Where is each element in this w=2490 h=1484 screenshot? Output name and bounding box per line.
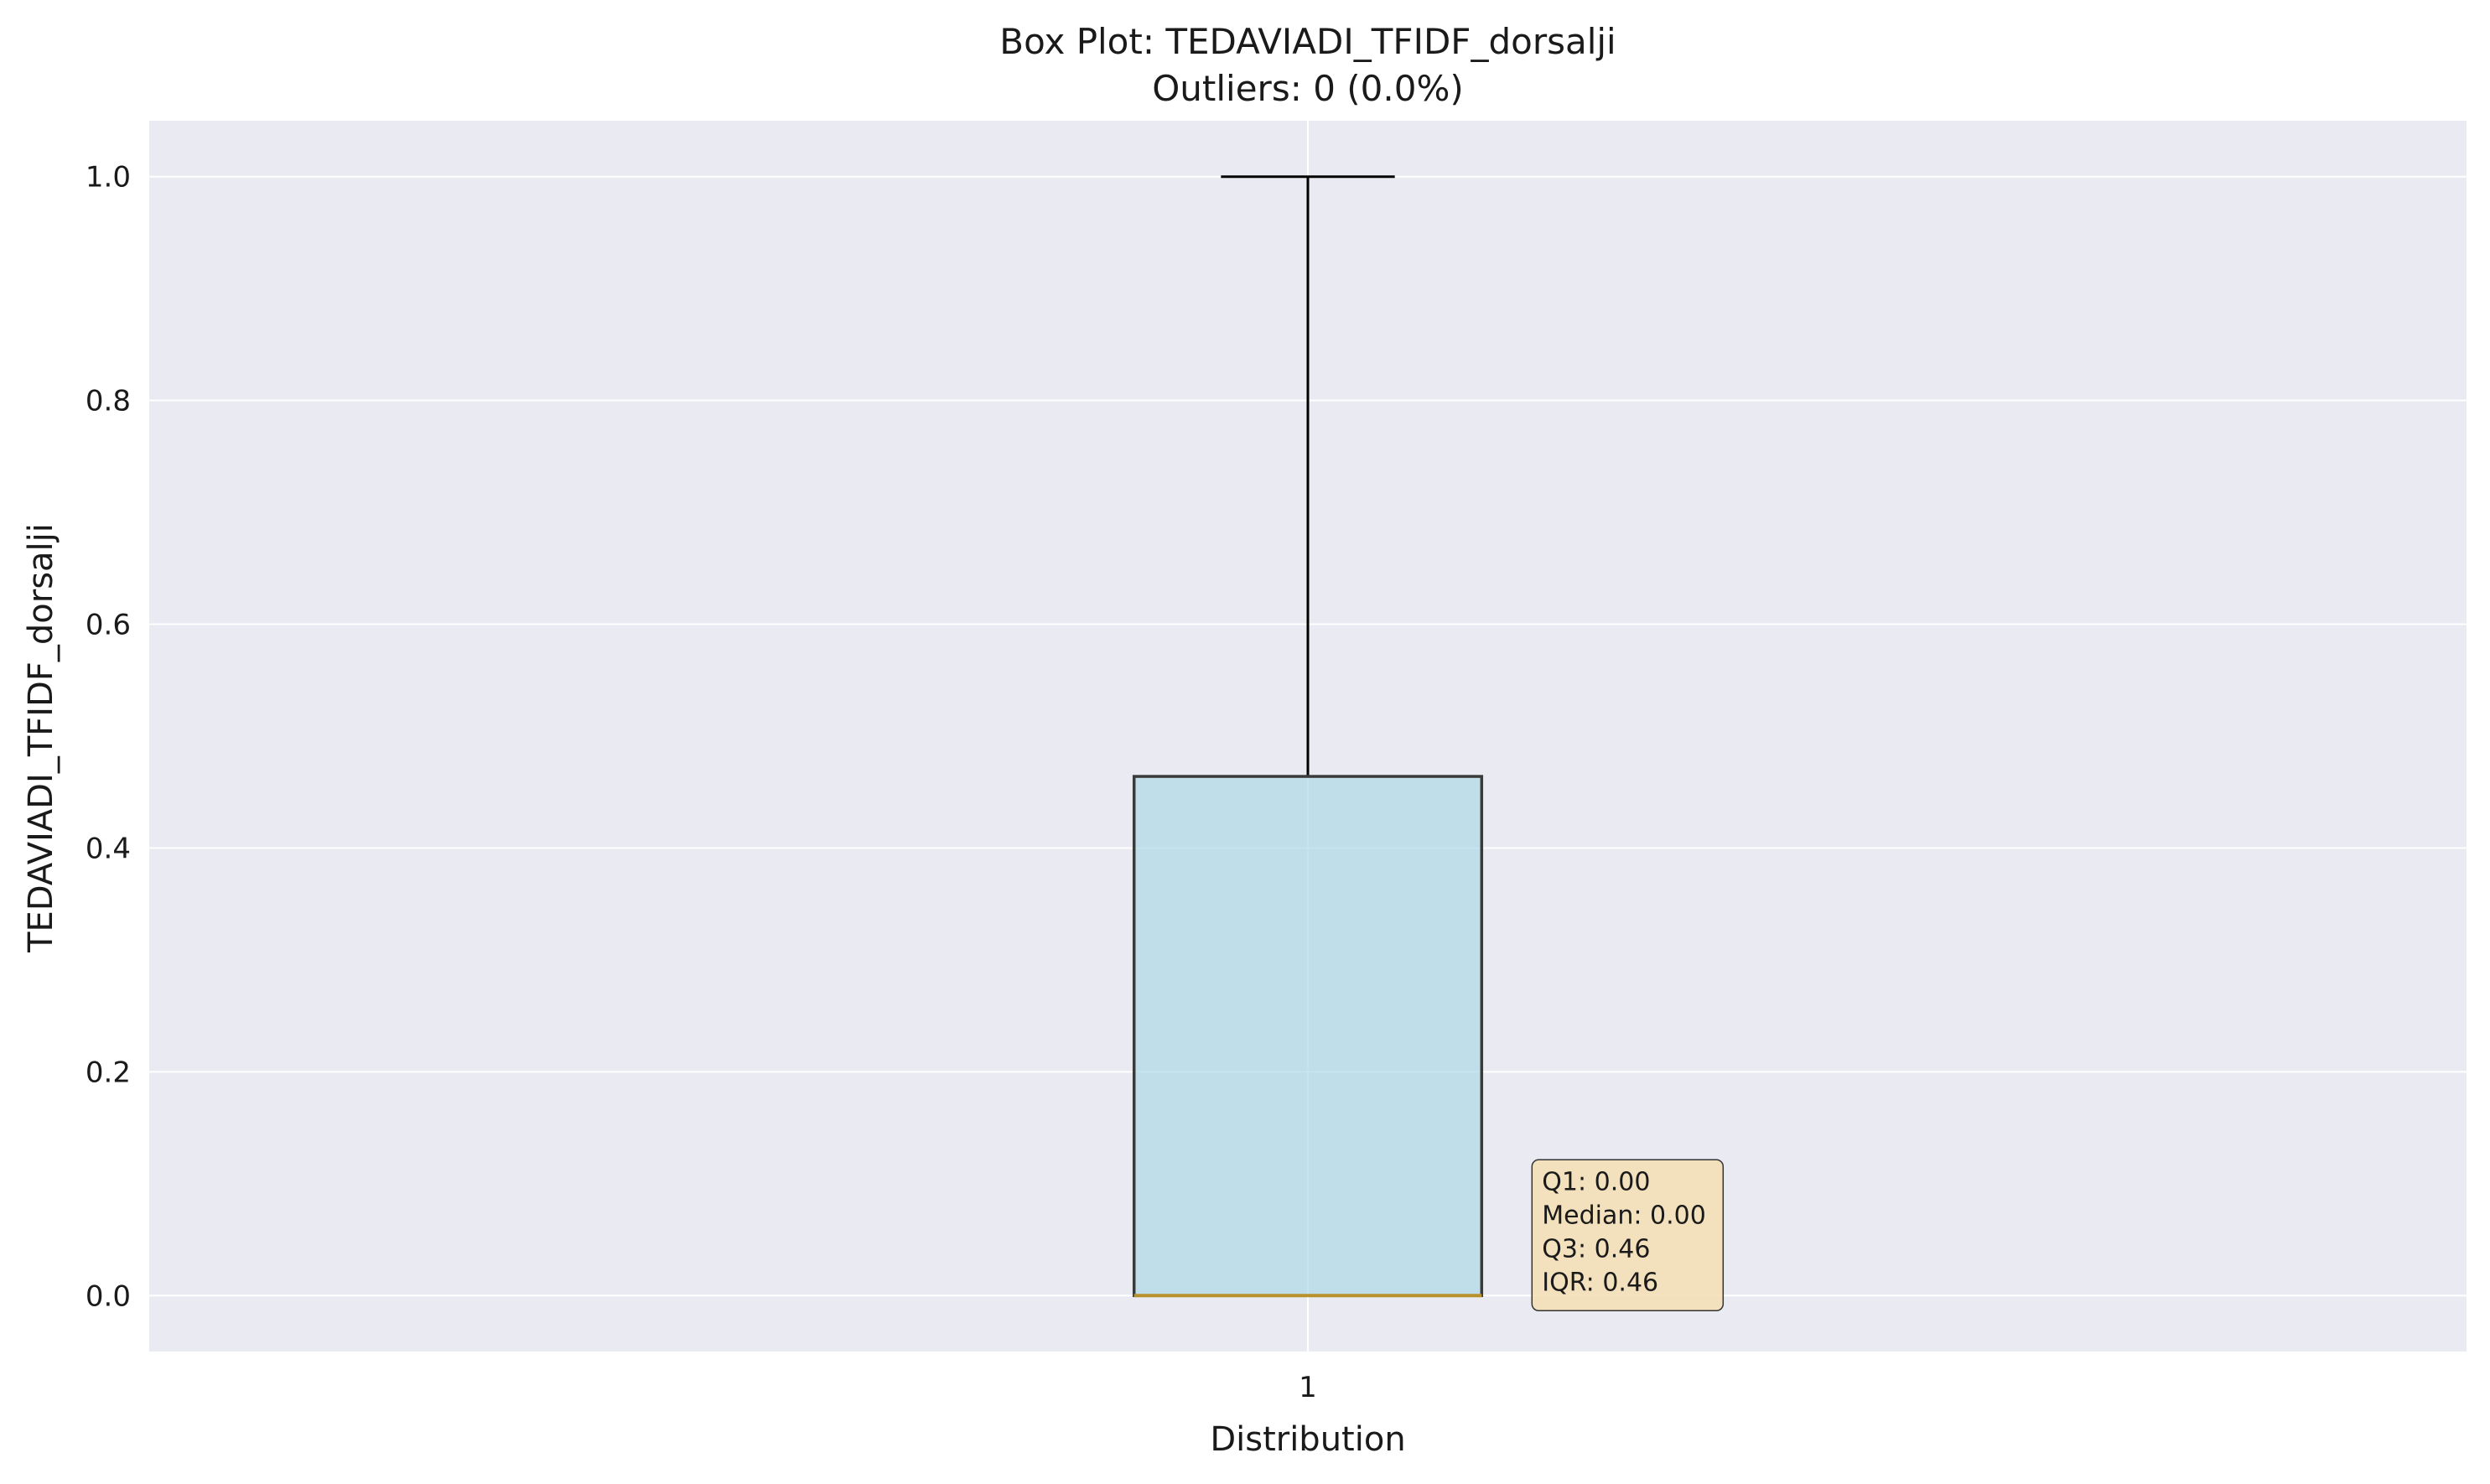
- stats-box: [1531, 1159, 1725, 1312]
- y-tick-label: 0.4: [86, 832, 131, 865]
- y-axis-label: TEDAVIADI_TFIDF_dorsalji: [22, 523, 60, 953]
- stats-q1: Q1: 0.00: [1542, 1167, 1650, 1196]
- y-ticks: 0.0 0.2 0.4 0.6 0.8 1.0: [86, 161, 131, 1314]
- stats-median: Median: 0.00: [1542, 1201, 1706, 1230]
- x-tick-label: 1: [1299, 1371, 1317, 1404]
- stats-q3: Q3: 0.46: [1542, 1234, 1650, 1263]
- boxes: [1132, 175, 1484, 1298]
- y-tick-label: 0.2: [86, 1056, 131, 1089]
- y-tick-label: 0.0: [86, 1279, 131, 1313]
- y-tick-label: 1.0: [86, 161, 131, 195]
- y-tick-label: 0.8: [86, 385, 131, 418]
- y-tick-label: 0.6: [86, 609, 131, 642]
- x-axis-label: Distribution: [1210, 1420, 1405, 1459]
- chart-subtitle: Outliers: 0 (0.0%): [1152, 68, 1464, 109]
- stats-iqr: IQR: 0.46: [1542, 1268, 1658, 1297]
- x-ticks: 1: [1299, 1371, 1317, 1404]
- iqr-box: [1132, 775, 1484, 1298]
- chart-title: Box Plot: TEDAVIADI_TFIDF_dorsalji: [999, 21, 1616, 62]
- stats-annotation: Q1: 0.00 Median: 0.00 Q3: 0.46 IQR: 0.46: [1531, 1159, 1725, 1312]
